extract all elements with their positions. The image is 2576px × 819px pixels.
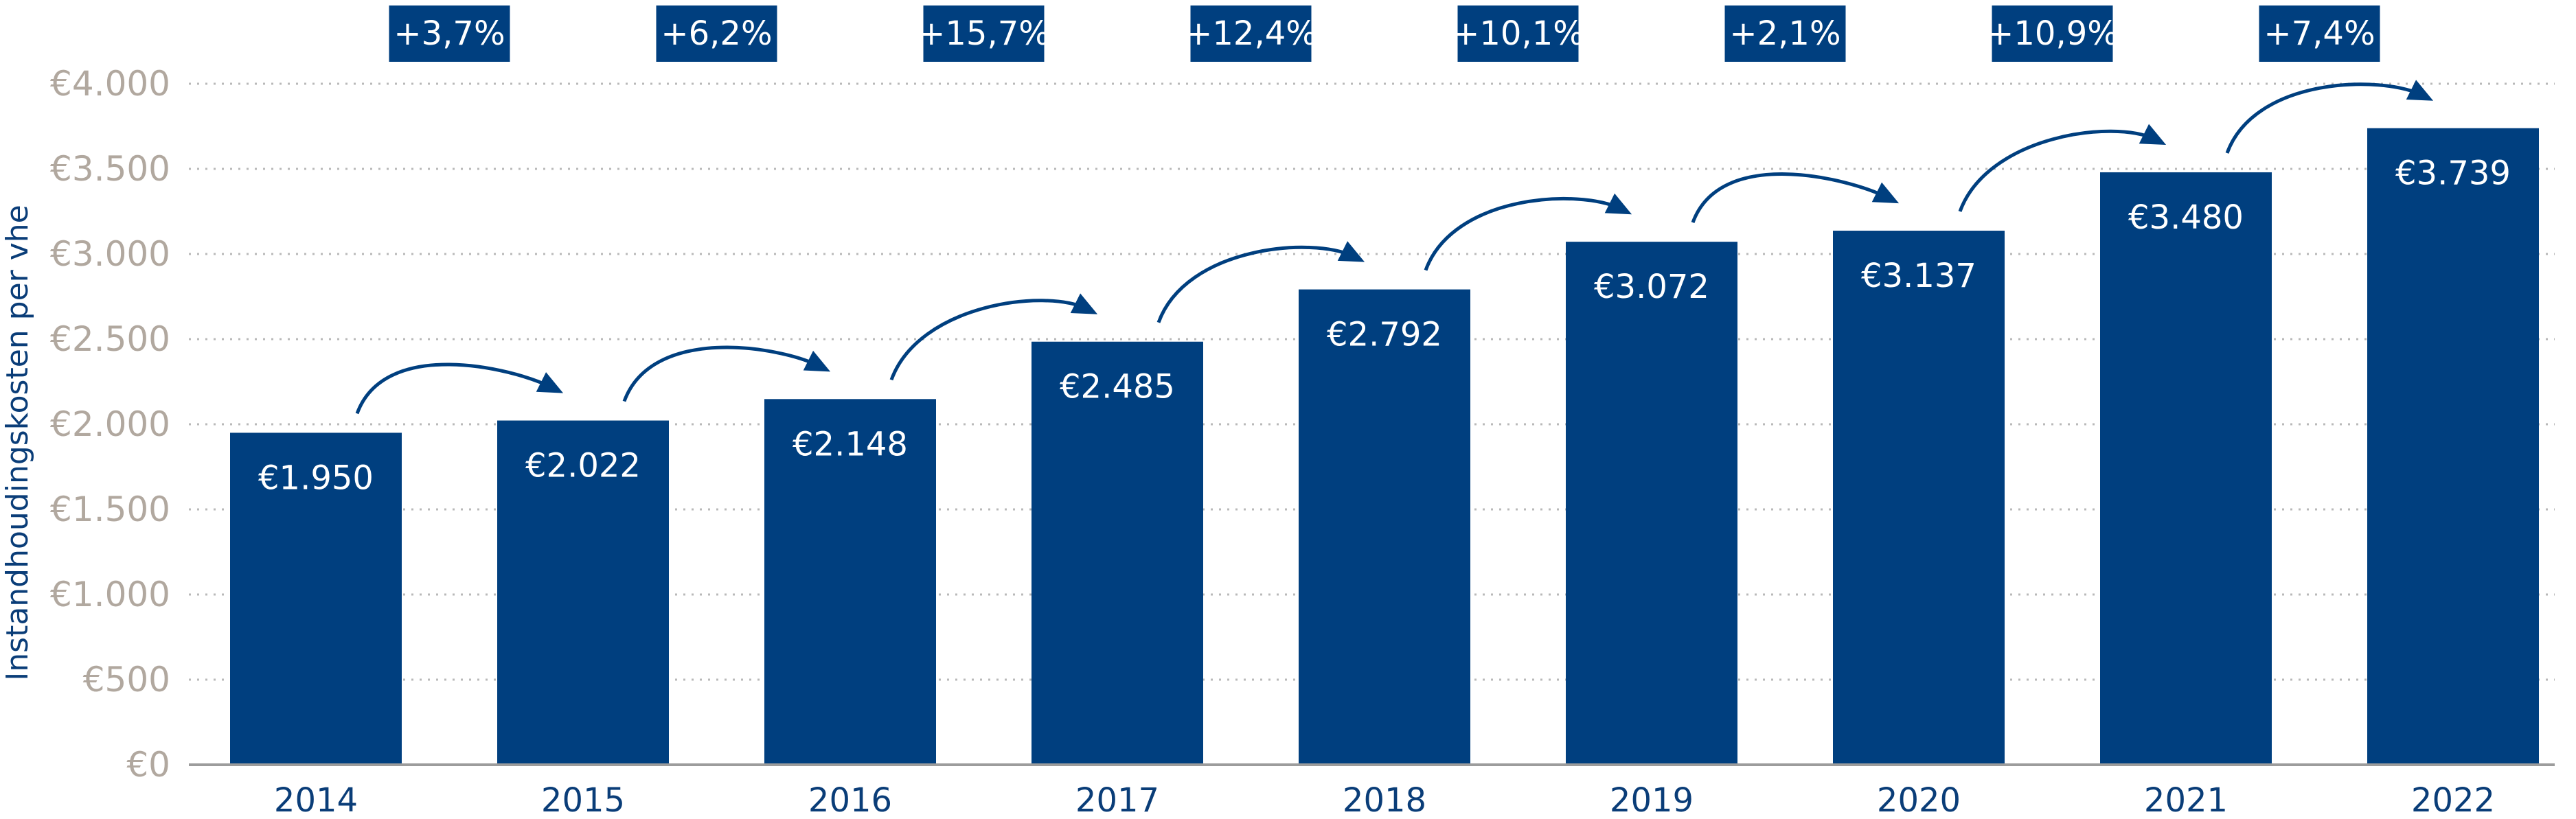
x-tick-label: 2016 [808,781,892,819]
bar [230,432,402,765]
x-tick-label: 2019 [1610,781,1694,819]
growth-box [1724,5,1846,62]
bar-value-label: €3.137 [1861,257,1976,295]
growth-arrow [622,345,821,402]
x-tick-label: 2020 [1877,781,1961,819]
growth-label: +12,4% [1185,14,1317,53]
growth-label: +10,9% [1986,14,2119,53]
growth-arrow [1424,196,1622,271]
bar-value-label: €2.792 [1327,316,1442,354]
growth-arrow-head [803,350,831,372]
growth-arrow [2225,82,2424,154]
y-tick-label: €500 [83,660,170,700]
y-tick-label: €1.000 [50,575,170,614]
bar [764,399,936,765]
x-tick-label: 2022 [2411,781,2495,819]
y-tick-label: €0 [126,745,170,785]
bar [1299,289,1470,765]
growth-arrow [355,362,554,415]
y-axis-ticks: €0 €500 €1.000 €1.500 €2.000 €2.500 €3.000 €3.5… [50,64,170,785]
bar [2367,128,2539,765]
bar [497,420,669,765]
x-tick-label: 2014 [274,781,358,819]
y-tick-label: €2.500 [50,319,170,359]
growth-box [2259,5,2380,62]
growth-arrow [1691,172,1889,224]
bar-value-label: €2.485 [1060,368,1175,406]
x-axis-ticks: 2014 2015 2016 2017 2018 2019 2020 2021 2022 [274,781,2495,819]
growth-box [923,5,1045,62]
growth-arrow [1156,245,1355,323]
bar-value-label: €2.148 [793,425,908,463]
growth-arrow-head [2139,124,2167,146]
growth-arrow-head [2406,80,2434,101]
growth-box [389,5,510,62]
growth-box [656,5,777,62]
bar-value-label: €2.022 [525,447,641,485]
bar [2100,172,2272,765]
y-tick-label: €4.000 [50,64,170,104]
growth-label: +6,2% [661,14,772,53]
y-axis-label: Instandhoudingskosten per vhe [0,205,35,680]
y-tick-label: €1.500 [50,489,170,529]
growth-label: +2,1% [1729,14,1840,53]
growth-label: +7,4% [2264,14,2375,53]
growth-box [1992,5,2113,62]
growth-label: +3,7% [394,14,505,53]
y-tick-label: €3.000 [50,234,170,274]
x-tick-label: 2021 [2144,781,2228,819]
bar [1566,242,1737,765]
growth-arrow-head [1604,193,1632,215]
growth-box [1457,5,1579,62]
growth-arrow-head [1337,241,1365,262]
bar [1833,231,2005,765]
growth-box [1190,5,1312,62]
growth-label: +10,1% [1452,14,1584,53]
growth-labels: +3,7% +6,2% +15,7% +12,4% +10,1% +2,1% +10,9% +… [389,5,2380,62]
bar-value-label: €3.072 [1594,268,1709,306]
growth-arrow-head [1871,182,1900,204]
growth-arrow-head [536,372,564,393]
growth-arrow-head [1070,293,1098,314]
bar-value-label: €3.739 [2395,154,2511,193]
bars: €1.950 €2.022 €2.148 €2.485 €2.792 €3.072 €3.1… [230,128,2539,765]
x-tick-label: 2018 [1343,781,1426,819]
growth-arrows [355,80,2434,415]
growth-arrow [1958,129,2156,212]
growth-arrow [889,299,1088,381]
growth-label: +15,7% [917,14,1050,53]
bar-value-label: €3.480 [2128,198,2244,237]
x-tick-label: 2017 [1075,781,1159,819]
bar-value-label: €1.950 [258,459,374,497]
y-tick-label: €2.000 [50,404,170,444]
x-tick-label: 2015 [541,781,625,819]
y-tick-label: €3.500 [50,149,170,189]
bar [1031,341,1203,765]
